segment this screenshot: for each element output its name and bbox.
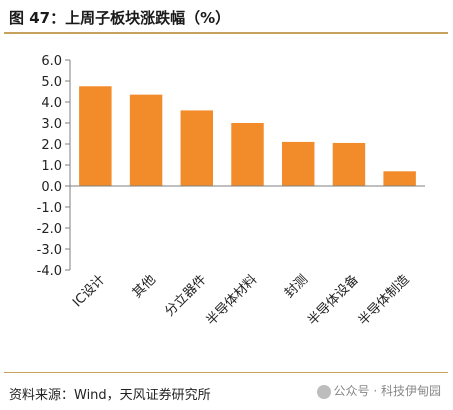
bar-chart: 6.0 5.0 4.0 3.0 2.0 1.0 0.0 -1.0 -2.0 -3.0 -4.0 IC设… [37,54,425,329]
x-category-label: 半导体设备 [304,272,361,329]
x-category-label: IC设计 [70,272,108,310]
bar-4 [231,123,264,186]
y-tick-label: -1.0 [37,201,62,216]
bar-6 [332,142,366,186]
x-category-label: 封测 [282,272,311,301]
bar-1 [79,86,112,186]
wechat-icon [316,384,331,399]
y-tick-label: -2.0 [37,222,62,237]
bar-2 [129,94,163,186]
y-tick-label: 2.0 [41,138,62,153]
bar-7 [383,171,416,186]
y-tick-label: 4.0 [41,96,62,111]
x-category-label: 半导体材料 [204,272,261,329]
x-category-label: 半导体制造 [356,272,413,329]
y-tick-label: -4.0 [37,264,62,279]
bar-3 [180,110,214,186]
watermark: 公众号 · 科技伊甸园 [316,382,441,399]
y-tick-label: 5.0 [41,75,62,90]
title-divider [4,32,448,34]
source-note: 资料来源：Wind，天风证券研究所 [9,388,211,403]
y-tick-label: 3.0 [41,117,62,132]
y-tick-label: -3.0 [37,243,62,258]
x-category-label: 分立器件 [162,272,209,319]
watermark-text: 公众号 · 科技伊甸园 [333,384,441,398]
footer-divider [4,372,448,373]
y-tick-label: 6.0 [41,54,62,69]
bar-5 [281,141,315,186]
x-category-label: 其他 [130,272,159,301]
y-tick-label: 1.0 [41,159,62,174]
y-tick-label: 0.0 [41,180,62,195]
chart-title: 图 47：上周子板块涨跌幅（%） [9,9,231,27]
